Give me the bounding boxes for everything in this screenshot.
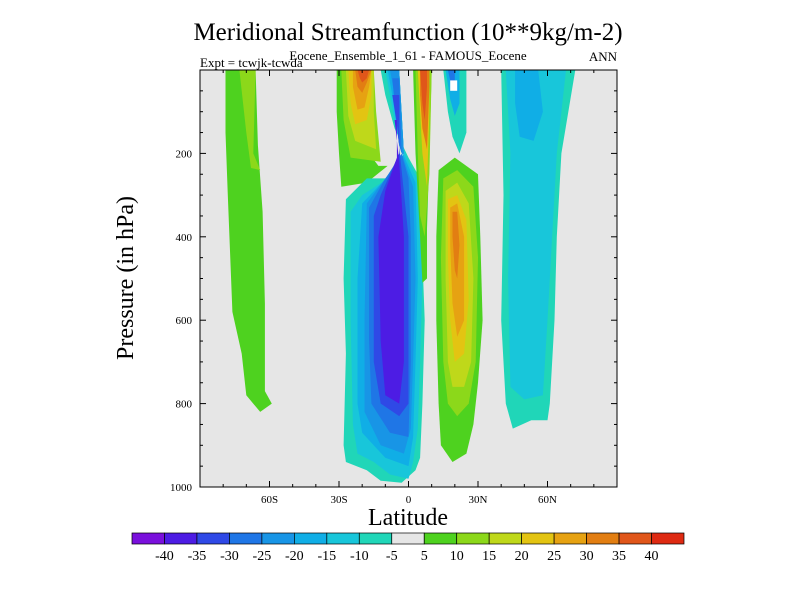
season-label: ANN [589,49,618,64]
colorbar-label: -25 [253,549,272,564]
colorbar-swatch [294,532,328,545]
contour-region-nh-subtrop-white [450,80,458,91]
colorbar-swatch [391,532,425,545]
x-tick-label: 30N [469,494,488,506]
colorbar-label: -20 [285,549,304,564]
contour-region-nh-positive-l30 [452,211,460,279]
colorbar-label: 5 [421,549,428,564]
colorbar-label: 30 [580,549,594,564]
colorbar-swatch [456,532,490,545]
colorbar-label: 15 [482,549,496,564]
contour-region-nh-high-lat-negative-l15 [515,70,543,141]
chart-title: Meridional Streamfunction (10**9kg/m-2) [193,19,622,46]
x-tick-label: 60S [261,494,278,506]
y-tick-label: 400 [176,232,193,244]
contour-fill-group [225,70,576,483]
colorbar-swatch [196,532,230,545]
colorbar-label: 25 [547,549,561,564]
contour-region-sh-high-lat-positive-core [239,70,261,171]
plot-area [199,69,618,488]
colorbar-label: -5 [386,549,398,564]
contour-region-sh-high-lat-positive [225,70,272,412]
x-tick-label: 60N [538,494,557,506]
colorbar-swatch [261,532,295,545]
contour-region-tropical-positive-spike-l35 [420,70,427,120]
colorbar-swatch [553,532,587,545]
colorbar-swatch [488,532,522,545]
x-axis: 60S 30S 0 30N 60N [199,70,618,506]
colorbar-label: -10 [350,549,369,564]
colorbar-swatch [521,532,555,545]
chart-subtitle: Eocene_Ensemble_1_61 - FAMOUS_Eocene [289,48,527,63]
y-tick-label: 600 [176,315,193,327]
colorbar-label: -40 [155,549,174,564]
y-axis: 200 400 600 800 1000 [170,69,617,494]
x-axis-label: Latitude [368,505,448,531]
colorbar-swatch [164,532,198,545]
colorbar-swatch [586,532,620,545]
colorbar-swatch [618,532,652,545]
y-axis-label: Pressure (in hPa) [113,196,139,360]
colorbar-swatch [423,532,458,545]
colorbar-label: 35 [612,549,626,564]
experiment-label: Expt = tcwjk-tcwda [200,55,303,70]
colorbar-label: 20 [515,549,529,564]
colorbar: -40 -35 -30 -25 -20 -15 -10 -5 5 10 15 20 25 30 35 40 [131,532,685,564]
y-tick-label: 800 [176,399,193,411]
contour-region-hadley-negative-l35 [378,120,404,404]
y-tick-label: 1000 [170,482,193,494]
colorbar-swatch [131,532,165,545]
colorbar-label: -35 [188,549,207,564]
x-tick-label: 30S [330,494,347,506]
colorbar-swatch [326,532,360,545]
contour-region-nh-high-lat-negative-l10 [505,70,566,400]
y-tick-label: 200 [176,148,193,160]
colorbar-swatch [358,532,393,545]
contour-region-nh-subtrop-negative-l25 [447,70,455,83]
colorbar-label: -15 [317,549,336,564]
colorbar-label: 40 [645,549,659,564]
colorbar-label: -30 [220,549,239,564]
colorbar-label: 10 [450,549,464,564]
contour-region-sh-subtrop-positive-l35 [357,70,370,83]
x-tick-label: 0 [406,494,412,506]
colorbar-swatch [651,532,685,545]
colorbar-swatch [229,532,263,545]
